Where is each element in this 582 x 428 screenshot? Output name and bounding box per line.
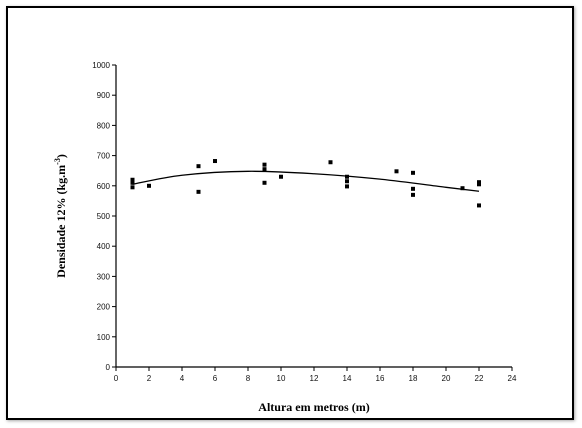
x-tick-label: 6 <box>213 374 218 383</box>
data-point <box>262 167 267 172</box>
x-tick-label: 8 <box>246 374 251 383</box>
y-tick-label: 100 <box>97 333 111 342</box>
y-tick-label: 300 <box>97 272 111 281</box>
data-point <box>345 179 349 184</box>
x-axis-title: Altura em metros (m) <box>258 400 369 414</box>
data-point <box>411 170 415 175</box>
x-tick-label: 18 <box>409 374 418 383</box>
x-tick-label: 12 <box>310 374 319 383</box>
data-points <box>130 159 481 208</box>
x-tick-label: 24 <box>508 374 517 383</box>
data-point <box>196 189 201 194</box>
y-tick-label: 800 <box>97 121 111 130</box>
data-point <box>394 169 399 174</box>
y-tick-label: 600 <box>97 182 111 191</box>
data-point <box>130 180 135 185</box>
y-tick-label: 700 <box>97 152 111 161</box>
data-point <box>213 159 217 164</box>
trend-line <box>132 170 480 192</box>
data-point <box>328 160 333 165</box>
data-point <box>411 186 415 191</box>
y-tick-label: 1000 <box>92 61 110 70</box>
y-tick-label: 200 <box>97 303 111 312</box>
y-axis-title-main: Densidade 12% (kg.m <box>54 165 68 278</box>
data-point <box>130 177 135 182</box>
y-axis-title-close: ) <box>54 154 68 158</box>
y-tick-label: 500 <box>97 212 111 221</box>
data-point <box>477 182 481 187</box>
data-point <box>262 162 267 167</box>
y-tick-label: 900 <box>97 91 111 100</box>
x-tick-label: 22 <box>475 374 484 383</box>
data-point <box>279 174 283 179</box>
y-axis-title-superscript: -3 <box>53 158 62 165</box>
x-tick-label: 16 <box>376 374 385 383</box>
data-point <box>345 184 349 189</box>
data-point <box>477 203 481 208</box>
data-point <box>196 164 201 169</box>
data-point <box>262 180 267 185</box>
y-axis-title: Densidade 12% (kg.m-3) <box>53 154 68 278</box>
data-point <box>345 174 349 179</box>
y-ticks: 0 100 200 300 400 500 600 700 800 900 1000 <box>92 61 116 372</box>
chart-frame: 0 100 200 300 400 500 600 700 800 900 1000 0 2 4 6 8 10… <box>6 6 574 420</box>
data-point <box>477 180 481 185</box>
y-tick-label: 0 <box>106 363 111 372</box>
x-tick-label: 2 <box>147 374 152 383</box>
x-ticks: 0 2 4 6 8 10 12 14 16 18 20 22 24 <box>114 367 517 383</box>
axes <box>115 65 512 368</box>
x-tick-label: 14 <box>343 374 352 383</box>
data-point <box>130 185 135 190</box>
x-tick-label: 0 <box>114 374 119 383</box>
data-point <box>411 192 415 197</box>
x-tick-label: 20 <box>442 374 451 383</box>
y-tick-label: 400 <box>97 242 111 251</box>
x-tick-label: 4 <box>180 374 185 383</box>
data-point <box>460 186 465 191</box>
data-point <box>147 183 151 188</box>
x-tick-label: 10 <box>277 374 286 383</box>
